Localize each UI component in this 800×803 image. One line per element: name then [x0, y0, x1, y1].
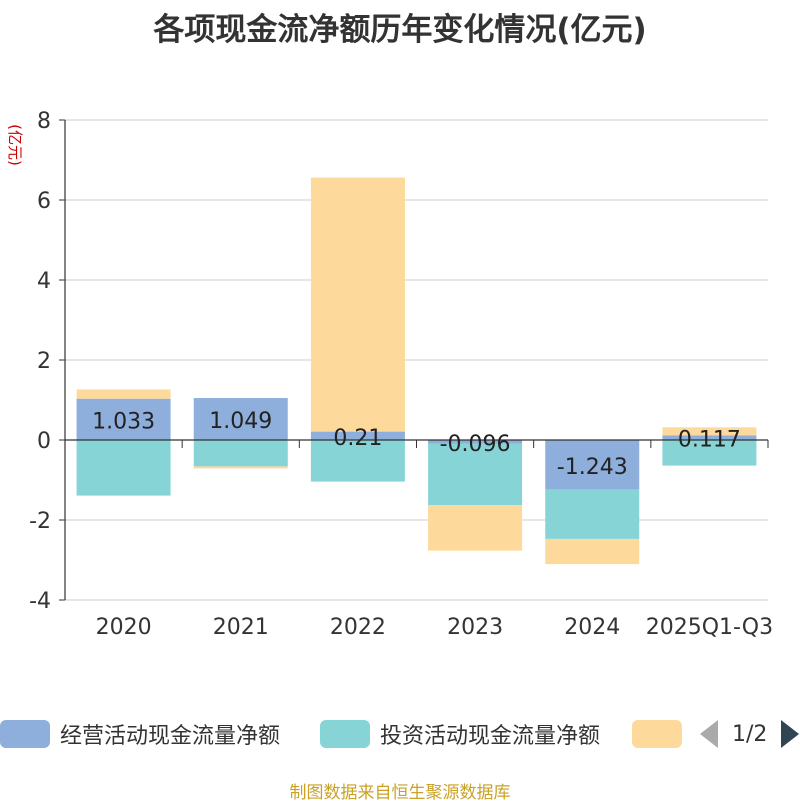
- bar-third: [76, 389, 171, 399]
- y-tick-label: 6: [37, 189, 51, 214]
- chart-plot: -4 -2 0 2 4 6 8 2020 2021 2022 2023 2024 2025Q1-Q3 (亿…: [6, 109, 773, 640]
- bar-third: [193, 466, 288, 469]
- data-label: -1.243: [557, 455, 628, 480]
- data-label: 1.049: [209, 409, 272, 434]
- bar-third: [662, 427, 757, 436]
- y-tick-label: -2: [29, 509, 51, 534]
- legend-label-operating: 经营活动现金流量净额: [60, 724, 281, 749]
- data-label: 0.21: [333, 426, 382, 451]
- chart-title: 各项现金流净额历年变化情况(亿元): [153, 12, 647, 48]
- x-tick-label: 2023: [447, 615, 503, 640]
- x-tick-label: 2024: [564, 615, 620, 640]
- data-label: 0.117: [678, 428, 741, 453]
- bar-operating: [545, 440, 640, 490]
- bar-operating: [662, 435, 757, 440]
- x-tick-label: 2021: [213, 615, 269, 640]
- legend-swatch-investing: [320, 720, 370, 748]
- y-tick-label: 0: [37, 429, 51, 454]
- bar-investing: [193, 440, 288, 467]
- data-label-layer: 1.033 1.049 0.21 -0.096 -1.243 0.117: [92, 409, 741, 480]
- legend-swatch-operating: [0, 720, 50, 748]
- legend-swatch-third: [632, 720, 682, 748]
- bar-operating: [76, 398, 171, 440]
- bar-layer: [76, 177, 757, 565]
- x-tick-label: 2025Q1-Q3: [646, 615, 773, 640]
- y-tick-label: 2: [37, 349, 51, 374]
- legend-label-investing: 投资活动现金流量净额: [380, 724, 601, 749]
- bar-operating: [428, 440, 523, 444]
- legend-pager: 1/2: [700, 714, 800, 754]
- bar-operating: [193, 398, 288, 440]
- bar-third: [545, 538, 640, 565]
- pager-prev-icon[interactable]: [700, 720, 718, 748]
- bar-third: [310, 177, 405, 432]
- source-note: 制图数据来自恒生聚源数据库: [289, 783, 511, 803]
- y-tick-label: 8: [37, 109, 51, 134]
- bar-investing: [545, 489, 640, 539]
- bar-investing: [76, 440, 171, 496]
- pager-text: 1/2: [732, 721, 768, 747]
- axis-layer: -4 -2 0 2 4 6 8 2020 2021 2022 2023 2024 2025Q1-Q3 (亿…: [6, 109, 773, 640]
- bar-investing: [662, 440, 757, 466]
- x-tick-label: 2022: [330, 615, 386, 640]
- pager-next-icon[interactable]: [781, 720, 800, 748]
- legend-item-third[interactable]: [632, 714, 682, 754]
- data-label: -0.096: [440, 432, 511, 457]
- x-tick-label: 2020: [96, 615, 152, 640]
- y-tick-label: 4: [37, 269, 51, 294]
- bar-operating: [310, 431, 405, 440]
- data-label: 1.033: [92, 409, 155, 434]
- bar-investing: [310, 440, 405, 482]
- legend-item-operating[interactable]: 经营活动现金流量净额: [0, 714, 280, 754]
- y-axis-label: (亿元): [6, 124, 24, 166]
- legend-item-investing[interactable]: 投资活动现金流量净额: [320, 714, 600, 754]
- legend: 经营活动现金流量净额 投资活动现金流量净额 1/2: [0, 714, 800, 754]
- grid-layer: [65, 119, 768, 601]
- bar-third: [428, 505, 523, 551]
- bar-investing: [428, 443, 523, 506]
- y-tick-label: -4: [29, 589, 51, 614]
